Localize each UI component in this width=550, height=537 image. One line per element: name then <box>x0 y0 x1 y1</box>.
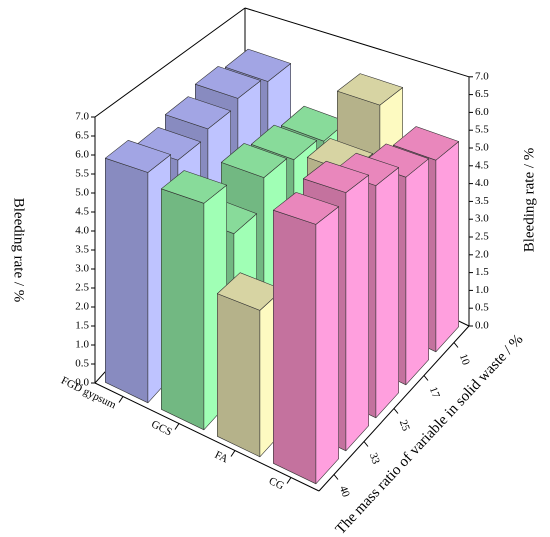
y-tick-label: 2.5 <box>75 282 89 294</box>
z-tick <box>423 375 429 381</box>
y-tick-label: 5.0 <box>75 187 89 199</box>
y-tick-label: 4.5 <box>75 206 89 218</box>
y-tick-label: 3.5 <box>75 244 89 256</box>
bar <box>161 170 227 431</box>
y-tick-label: 6.5 <box>75 130 89 142</box>
y-tick-label: 0.5 <box>75 358 89 370</box>
y-tick-label: 7.0 <box>75 111 89 123</box>
y2-tick-label: 1.0 <box>475 284 489 296</box>
y2-tick-label: 0.0 <box>475 320 489 332</box>
bar <box>272 192 340 485</box>
bar-side <box>345 174 370 452</box>
bar-side <box>405 158 430 386</box>
bar-top <box>161 170 227 204</box>
bar-top <box>105 140 171 173</box>
x-tick-label: GCS <box>149 418 174 438</box>
bar-top <box>225 48 292 82</box>
bar-top <box>195 66 262 99</box>
y2-tick-label: 5.5 <box>475 124 489 136</box>
bar-side <box>435 141 460 353</box>
y-tick-label: 2.0 <box>75 301 89 313</box>
y2-tick-label: 4.0 <box>475 177 489 189</box>
y2-tick-label: 1.5 <box>475 266 489 278</box>
y-tick-label: 3.0 <box>75 263 89 275</box>
bar-top <box>392 126 460 161</box>
y-axis-title: Bleeding rate / % <box>11 198 27 303</box>
bar-front <box>217 293 261 458</box>
x-tick <box>230 450 236 457</box>
y2-tick-label: 4.5 <box>475 159 489 171</box>
bar-top <box>165 96 231 130</box>
y2-tick-label: 6.5 <box>475 88 489 100</box>
y2-tick-label: 5.0 <box>475 142 489 154</box>
axis-line <box>244 7 470 78</box>
bar-top <box>272 192 340 225</box>
y2-tick-label: 6.0 <box>475 106 489 118</box>
bar-side <box>375 167 400 419</box>
y2-tick-label: 3.0 <box>475 213 489 225</box>
y2-tick-label: 2.5 <box>475 231 489 243</box>
z-tick <box>393 408 399 414</box>
x-tick-label: CG <box>267 475 286 493</box>
z-tick <box>453 342 459 348</box>
z-tick <box>333 474 339 480</box>
bar-front <box>161 188 205 431</box>
x-tick-label: FA <box>213 449 230 466</box>
x-tick <box>286 477 292 484</box>
bar-front <box>105 157 149 404</box>
bar-top <box>336 73 404 106</box>
y2-axis-title: Bleeding rate / % <box>521 148 537 253</box>
y2-tick-label: 3.5 <box>475 195 489 207</box>
z-tick-label: 40 <box>337 484 352 499</box>
bar <box>105 140 171 404</box>
z-tick <box>363 441 369 447</box>
y2-tick-label: 2.0 <box>475 248 489 260</box>
bar <box>217 272 284 458</box>
bar-top <box>251 124 318 160</box>
y-tick-label: 0.0 <box>75 377 89 389</box>
y2-tick-label: 0.5 <box>475 302 489 314</box>
x-tick <box>174 423 180 430</box>
bar-front <box>272 209 317 485</box>
bar-top <box>221 143 288 178</box>
z-tick-label: 17 <box>427 385 442 400</box>
y-tick-label: 1.0 <box>75 339 89 351</box>
y2-tick-label: 7.0 <box>475 70 489 82</box>
bar-top <box>302 160 370 193</box>
y-tick-label: 1.5 <box>75 320 89 332</box>
axis-line <box>94 382 320 492</box>
y-tick-label: 6.0 <box>75 149 89 161</box>
z-tick-label: 10 <box>457 352 472 367</box>
bar-side <box>315 206 340 485</box>
z-tick-label: 25 <box>397 418 412 433</box>
y-tick-label: 5.5 <box>75 168 89 180</box>
z-tick-label: 33 <box>367 451 382 466</box>
x-tick <box>118 396 124 403</box>
y-tick-label: 4.0 <box>75 225 89 237</box>
axis-line <box>94 7 246 118</box>
